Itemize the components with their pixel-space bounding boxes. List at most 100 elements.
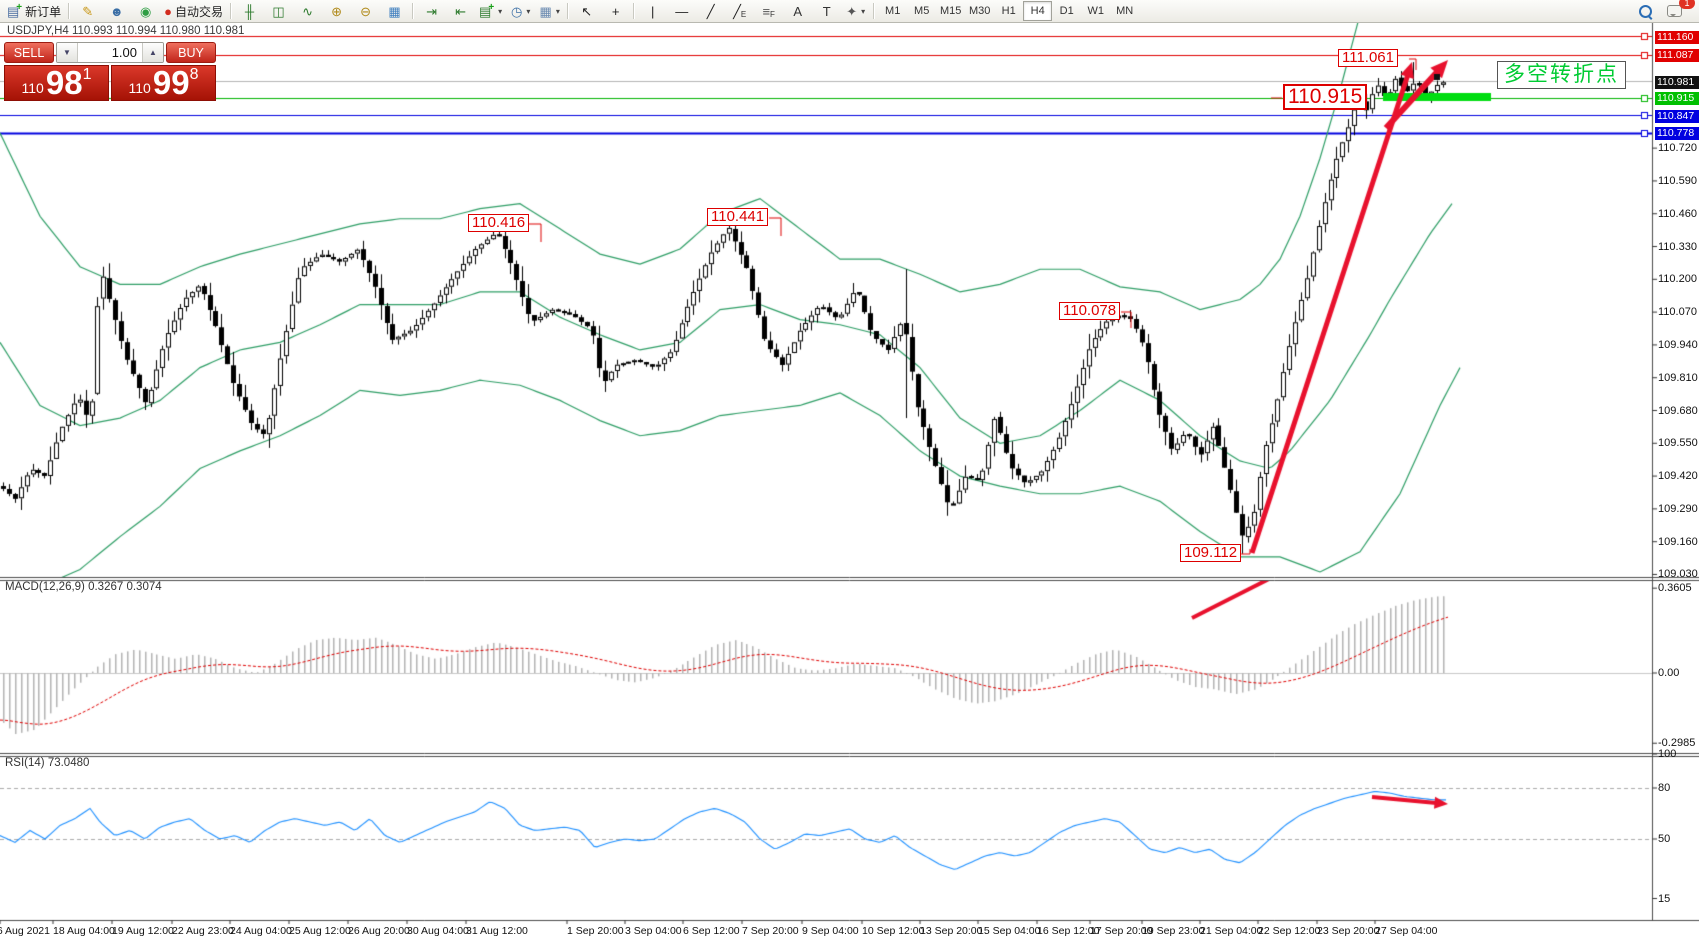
text-button[interactable]: A <box>783 1 812 22</box>
line-chart-button[interactable]: ∿ <box>293 1 322 22</box>
price-axis-tick: 109.810 <box>1658 371 1698 384</box>
toolbar-separator <box>873 3 876 19</box>
level-price-chip: 110.847 <box>1655 109 1699 123</box>
date-axis-label: 9 Sep 04:00 <box>802 925 859 937</box>
arrows-button[interactable]: ✦ ▾ <box>841 1 870 22</box>
macd-label: MACD(12,26,9) 0.3267 0.3074 <box>5 581 162 593</box>
level-price-chip: 110.778 <box>1655 127 1699 140</box>
vertical-line-button[interactable]: | <box>638 1 667 22</box>
templates-button[interactable]: ▦ ▾ <box>535 1 564 22</box>
tile-windows-button[interactable]: ▦ <box>380 1 409 22</box>
timeframe-h1[interactable]: H1 <box>1001 5 1016 17</box>
rsi-axis-tick: 100 <box>1658 748 1677 760</box>
text-label-icon: T <box>822 3 831 19</box>
date-axis-label: 3 Sep 04:00 <box>625 925 682 937</box>
price-annotation[interactable]: 109.112 <box>1180 544 1242 562</box>
date-axis-label: 10 Sep 12:00 <box>862 925 925 937</box>
date-axis-label: 25 Aug 12:00 <box>289 925 351 937</box>
timeframe-mn[interactable]: MN <box>1116 5 1134 17</box>
volume-decrease-button[interactable]: ▼ <box>57 43 78 62</box>
zoom-in-button[interactable]: ⊕ <box>322 1 351 22</box>
plus-overlay-icon: + <box>488 2 495 13</box>
price-axis-tick: 109.680 <box>1658 404 1698 417</box>
toolbar-separator <box>230 3 233 19</box>
indicators-button[interactable]: ▤ + ▾ <box>475 1 506 22</box>
signals-button[interactable]: ◉ <box>131 1 160 22</box>
sell-price[interactable]: 110 98 1 <box>4 65 109 101</box>
timeframe-m5[interactable]: M5 <box>914 5 930 17</box>
price-annotation[interactable]: 110.441 <box>707 208 769 226</box>
date-axis-label: 15 Sep 04:00 <box>978 925 1041 937</box>
date-axis-label: 21 Sep 04:00 <box>1200 925 1263 937</box>
candlestick-icon: ◫ <box>272 3 285 19</box>
sell-price-big: 98 <box>45 64 83 101</box>
horizontal-line-button[interactable]: — <box>667 1 696 22</box>
current-price-chip: 110.981 <box>1655 75 1699 89</box>
chart-shift-icon: ⇤ <box>455 3 466 19</box>
signal-icon: ◉ <box>139 3 152 19</box>
chevron-down-icon: ▾ <box>555 6 560 16</box>
search-icon <box>1639 4 1652 18</box>
price-axis-tick: 110.460 <box>1658 207 1697 220</box>
zoom-out-button[interactable]: ⊖ <box>351 1 380 22</box>
price-annotation[interactable]: 110.416 <box>468 214 530 232</box>
timeframe-m15[interactable]: M15 <box>939 5 962 17</box>
timeframe-d1[interactable]: D1 <box>1059 5 1074 17</box>
rsi-axis-tick: 15 <box>1658 892 1671 905</box>
sell-button[interactable]: SELL <box>4 42 54 63</box>
price-annotation[interactable]: 110.078 <box>1059 302 1121 320</box>
crosshair-icon: + <box>611 3 620 19</box>
candlestick-button[interactable]: ◫ <box>264 1 293 22</box>
doc-plus-icon: ▤ <box>7 3 20 19</box>
timeframe-w1[interactable]: W1 <box>1087 5 1104 17</box>
bar-chart-button[interactable]: ╫ <box>235 1 264 22</box>
chart-shift-button[interactable]: ⇤ <box>446 1 475 22</box>
toolbar-separator <box>567 3 570 19</box>
cursor-button[interactable]: ↖ <box>572 1 601 22</box>
auto-scroll-button[interactable]: ⇥ <box>417 1 446 22</box>
buy-button[interactable]: BUY <box>166 42 216 63</box>
periods-button[interactable]: ◷ ▾ <box>506 1 535 22</box>
styles-button[interactable]: ✎ <box>73 1 102 22</box>
date-axis-label: 16 Aug 2021 <box>0 925 50 937</box>
toolbar-separator <box>633 3 636 19</box>
date-axis-label: 23 Sep 20:00 <box>1317 925 1380 937</box>
equidistant-channel-button[interactable]: ╱ E <box>725 1 754 22</box>
vertical-line-icon: | <box>650 3 655 19</box>
record-dot-icon: ● <box>164 3 173 19</box>
pencil-icon: ✎ <box>82 3 94 19</box>
clock-icon: ◷ <box>511 3 523 19</box>
text-icon: A <box>793 3 803 19</box>
timeframe-m30[interactable]: M30 <box>968 5 991 17</box>
level-price-chip: 111.087 <box>1655 49 1699 63</box>
chat-button[interactable]: 1 <box>1660 0 1695 22</box>
price-annotation[interactable]: 110.915 <box>1283 84 1368 110</box>
trendline-icon: ╱ <box>706 3 715 19</box>
search-button[interactable] <box>1631 1 1660 22</box>
note-box-turning-point[interactable]: 多空转折点 <box>1497 61 1626 89</box>
volume-increase-button[interactable]: ▲ <box>142 43 163 62</box>
buy-price[interactable]: 110 99 8 <box>111 65 216 101</box>
date-axis-label: 6 Sep 12:00 <box>683 925 740 937</box>
auto-trading-button[interactable]: ● 自动交易 <box>160 1 227 22</box>
macd-axis-tick: -0.2985 <box>1658 737 1696 750</box>
crosshair-button[interactable]: + <box>601 1 630 22</box>
timeframe-m1[interactable]: M1 <box>885 5 901 17</box>
trendline-button[interactable]: ╱ <box>696 1 725 22</box>
sell-price-prefix: 110 <box>21 80 44 96</box>
auto-scroll-icon: ⇥ <box>426 3 437 19</box>
profile-button[interactable]: ☻ <box>102 1 131 22</box>
text-label-button[interactable]: T <box>812 1 841 22</box>
new-order-button[interactable]: ▤ + 新订单 <box>3 1 65 22</box>
price-axis-tick: 110.200 <box>1658 273 1697 286</box>
price-annotation[interactable]: 111.061 <box>1338 49 1398 67</box>
date-axis-label: 22 Sep 12:00 <box>1258 925 1321 937</box>
price-axis-tick: 109.030 <box>1658 568 1698 581</box>
price-axis-tick: 109.550 <box>1658 437 1698 450</box>
timeframe-h4[interactable]: H4 <box>1023 1 1053 21</box>
date-axis-label: 17 Sep 20:00 <box>1090 925 1153 937</box>
volume-value[interactable]: 1.00 <box>111 45 137 60</box>
fibonacci-button[interactable]: ≡ F <box>754 1 783 22</box>
tile-windows-icon: ▦ <box>388 3 401 19</box>
